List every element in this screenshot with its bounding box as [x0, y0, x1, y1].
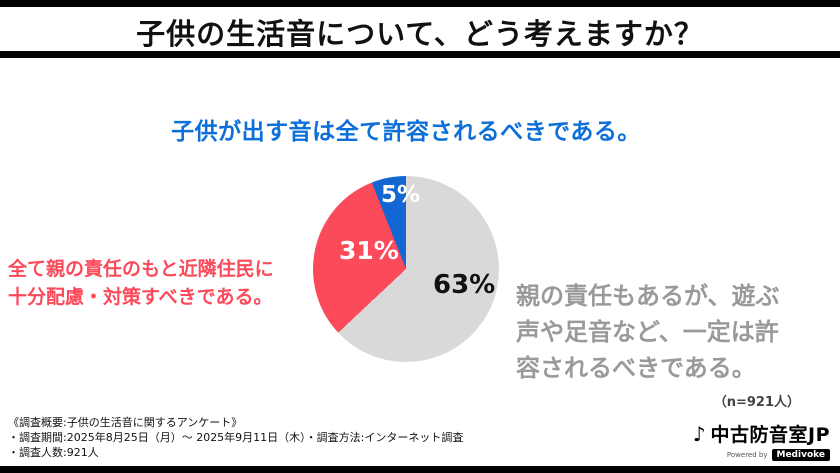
red-slice-label: 全て親の責任のもと近隣住民に 十分配慮・対策すべきである。: [8, 258, 274, 308]
pie-pct-label-63: 63%: [433, 270, 496, 300]
survey-overview: 《調査概要:子供の生活音に関するアンケート》 ・調査期間:2025年8月25日（…: [8, 416, 463, 461]
music-note-icon: ♪: [692, 421, 706, 446]
top-divider-bar: [0, 0, 840, 7]
pie-pct-label-5: 5%: [381, 182, 421, 208]
survey-overview-line1: 《調査概要:子供の生活音に関するアンケート》: [8, 416, 243, 429]
powered-by-label: Powered by: [726, 451, 768, 459]
gray-slice-label: 親の責任もあるが、遊ぶ 声や足音など、一定は許 容されるべきである。: [516, 282, 780, 382]
powered-by-brand: Medivoke: [771, 449, 830, 461]
brand-name: 中古防音室JP: [710, 424, 830, 446]
brand-logo: ♪ 中古防音室JP Powered by Medivoke: [693, 420, 830, 461]
survey-overview-line3: ・調査人数:921人: [8, 445, 99, 459]
blue-slice-label: 子供が出す音は全て許容されるべきである。: [171, 119, 641, 145]
page-title: 子供の生活音について、どう考えますか？: [136, 17, 704, 51]
pie-pct-label-31: 31%: [339, 236, 399, 265]
pie-chart: 5% 31% 63%: [313, 176, 499, 362]
bottom-divider-bar: [0, 466, 840, 473]
survey-overview-line2: ・調査期間:2025年8月25日（月）〜 2025年9月11日（木）・調査方法:…: [8, 430, 464, 444]
sample-size-label: （n=921人）: [713, 395, 800, 410]
title-divider-bar: [0, 51, 840, 58]
